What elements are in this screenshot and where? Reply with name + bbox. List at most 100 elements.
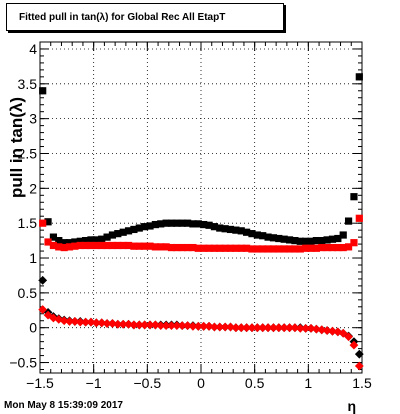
data-point-diamond (172, 321, 182, 331)
data-point-diamond (354, 361, 364, 371)
data-point-square (92, 236, 100, 244)
data-point-diamond (215, 322, 225, 332)
y-axis-label: pull in tan(λ) (7, 97, 26, 198)
data-point-square (98, 241, 106, 250)
data-point-diamond (124, 319, 133, 329)
data-point-diamond (322, 326, 332, 335)
data-point-square (210, 223, 219, 231)
data-point-square (205, 221, 213, 229)
data-point-square (275, 234, 283, 243)
data-point-square (237, 244, 245, 252)
data-point-square (355, 73, 363, 81)
data-point-square (334, 243, 342, 252)
data-point-square (328, 235, 337, 243)
data-point-square (291, 237, 299, 245)
data-point-square (323, 243, 331, 252)
data-point-square (103, 233, 111, 241)
data-point-diamond (102, 319, 112, 328)
data-points (38, 73, 364, 371)
data-point-square (312, 237, 320, 245)
data-point-diamond (285, 323, 294, 333)
y-tick-label: 2 (29, 180, 37, 196)
data-point-diamond (97, 318, 107, 328)
x-tick-label: 0 (197, 375, 205, 391)
data-point-square (44, 238, 52, 246)
data-point-square (221, 244, 229, 252)
data-point-square (307, 244, 315, 252)
data-point-square (39, 219, 47, 227)
data-point-square (205, 244, 213, 252)
y-tick-label: 1 (29, 250, 37, 266)
data-point-square (108, 231, 117, 239)
data-point-diamond (167, 321, 176, 331)
data-point-square (291, 245, 299, 253)
data-point-diamond (134, 320, 144, 330)
data-point-square (248, 245, 256, 253)
data-point-square (167, 243, 176, 252)
data-point-square (285, 236, 294, 244)
data-point-diamond (247, 323, 257, 333)
data-point-square (269, 245, 278, 253)
data-point-diamond (354, 349, 364, 359)
data-point-square (232, 244, 240, 252)
data-point-square (157, 220, 165, 228)
data-point-square (226, 225, 235, 234)
data-point-square (162, 243, 170, 251)
data-point-square (49, 233, 58, 241)
data-point-diamond (81, 317, 91, 327)
data-point-square (350, 239, 358, 247)
data-point-diamond (161, 321, 171, 331)
data-point-square (216, 224, 224, 232)
data-point-square (151, 220, 159, 229)
data-point-square (114, 241, 122, 250)
data-point-square (269, 234, 278, 242)
data-point-square (302, 237, 310, 245)
data-point-diamond (204, 321, 214, 331)
data-point-diamond (188, 321, 198, 331)
data-point-square (178, 243, 186, 252)
data-point-square (296, 245, 304, 253)
data-point-square (264, 233, 272, 241)
data-point-diamond (311, 324, 321, 334)
data-point-diamond (140, 320, 150, 330)
data-point-square (189, 220, 197, 228)
data-point-square (210, 244, 219, 252)
data-point-diamond (317, 325, 327, 335)
data-point-diamond (108, 319, 117, 328)
data-point-square (178, 219, 186, 227)
data-point-diamond (145, 320, 155, 330)
data-point-square (162, 219, 170, 227)
data-point-diamond (183, 321, 192, 331)
data-point-square (135, 242, 143, 250)
data-point-diamond (150, 320, 160, 330)
data-point-square (339, 231, 347, 239)
data-point-square (200, 244, 208, 252)
data-point-square (328, 243, 337, 252)
y-tick-label: 3 (29, 111, 37, 127)
data-point-square (82, 241, 90, 250)
data-point-diamond (290, 323, 300, 333)
y-tick-label: 1.5 (18, 215, 38, 231)
data-point-square (334, 234, 342, 243)
x-tick-label: 1.5 (352, 375, 372, 391)
data-point-square (103, 241, 111, 250)
data-point-diamond (231, 323, 241, 333)
data-point-square (146, 242, 154, 250)
data-point-diamond (65, 317, 74, 326)
data-point-diamond (279, 323, 289, 333)
data-point-square (259, 245, 267, 253)
data-point-square (87, 241, 95, 250)
data-point-square (157, 243, 165, 251)
data-point-square (237, 227, 245, 235)
x-tick-labels: −1.5 −1 −0.5 0 0.5 1 1.5 (26, 375, 372, 391)
y-tick-label: −0.5 (9, 355, 37, 371)
data-point-square (130, 225, 138, 234)
data-point-diamond (226, 322, 235, 332)
data-point-square (114, 230, 122, 238)
data-point-square (65, 243, 74, 251)
data-point-diamond (177, 321, 187, 331)
data-point-square (65, 239, 74, 247)
data-point-diamond (274, 323, 284, 333)
data-point-square (92, 241, 100, 250)
